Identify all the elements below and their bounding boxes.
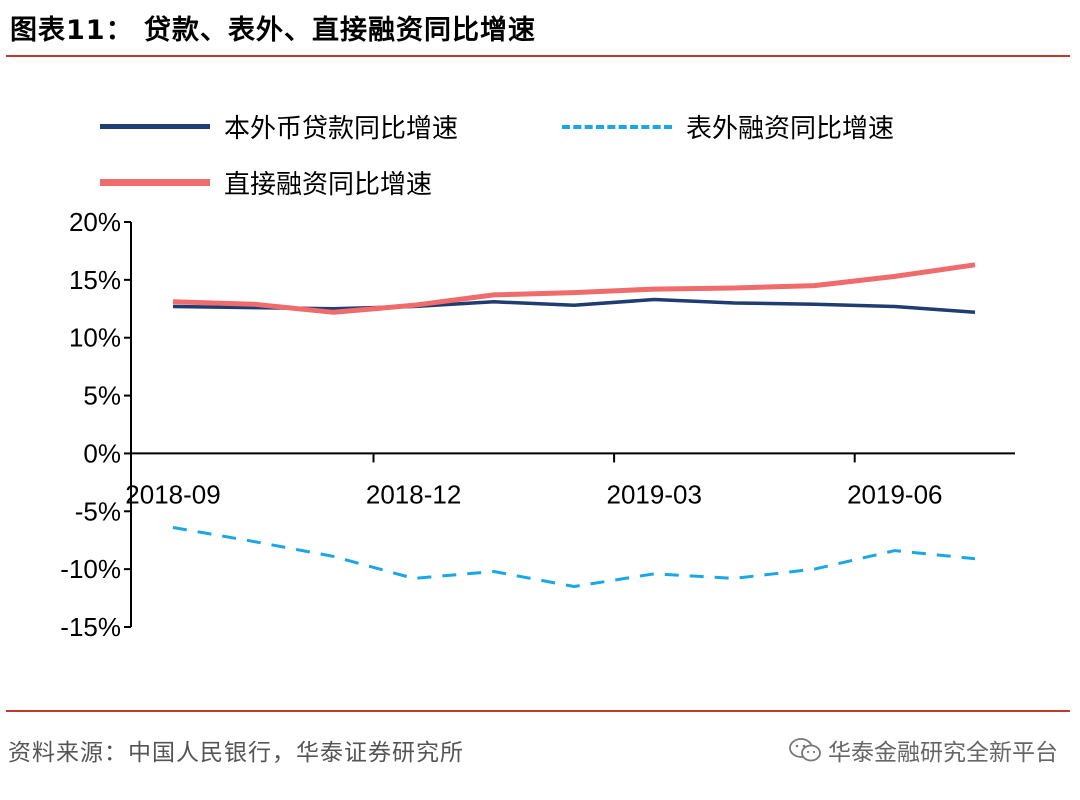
- legend-item-direct: 直接融资同比增速: [100, 164, 432, 201]
- legend-item-offbalance: 表外融资同比增速: [562, 108, 894, 145]
- x-tick-label: 2019-03: [606, 479, 701, 509]
- wechat-icon: [789, 738, 821, 762]
- y-tick-label: 15%: [69, 265, 121, 295]
- x-tick-label: 2018-12: [366, 479, 461, 509]
- y-tick-label: 0%: [83, 438, 121, 468]
- legend-swatch-loan: [100, 124, 210, 129]
- y-tick-label: 10%: [69, 323, 121, 353]
- y-tick-label: -10%: [60, 554, 121, 584]
- series-line-offbalance: [172, 526, 976, 588]
- y-tick-label: 5%: [83, 381, 121, 411]
- figure-title: 图表11： 贷款、表外、直接融资同比增速: [10, 15, 536, 46]
- legend-label-loan: 本外币贷款同比增速: [224, 114, 459, 144]
- top-divider: [6, 55, 1070, 57]
- legend-swatch-offbalance: [562, 124, 672, 129]
- series-line-direct: [172, 262, 976, 315]
- y-tick-label: -5%: [75, 496, 121, 526]
- y-tick-label: -15%: [60, 612, 121, 642]
- legend-label-offbalance: 表外融资同比增速: [686, 114, 895, 144]
- source-note: 资料来源：中国人民银行，华泰证券研究所: [8, 740, 464, 766]
- x-tick-label: 2019-06: [847, 479, 942, 509]
- watermark: 华泰金融研究全新平台: [788, 733, 1058, 767]
- legend-swatch-direct: [100, 179, 210, 186]
- y-tick-label: 20%: [69, 207, 121, 237]
- legend-item-loan: 本外币贷款同比增速: [100, 108, 458, 145]
- bottom-divider: [6, 710, 1070, 712]
- watermark-text: 华泰金融研究全新平台: [828, 740, 1058, 766]
- x-tick-label: 2018-09: [125, 479, 220, 509]
- legend-label-direct: 直接融资同比增速: [224, 170, 433, 200]
